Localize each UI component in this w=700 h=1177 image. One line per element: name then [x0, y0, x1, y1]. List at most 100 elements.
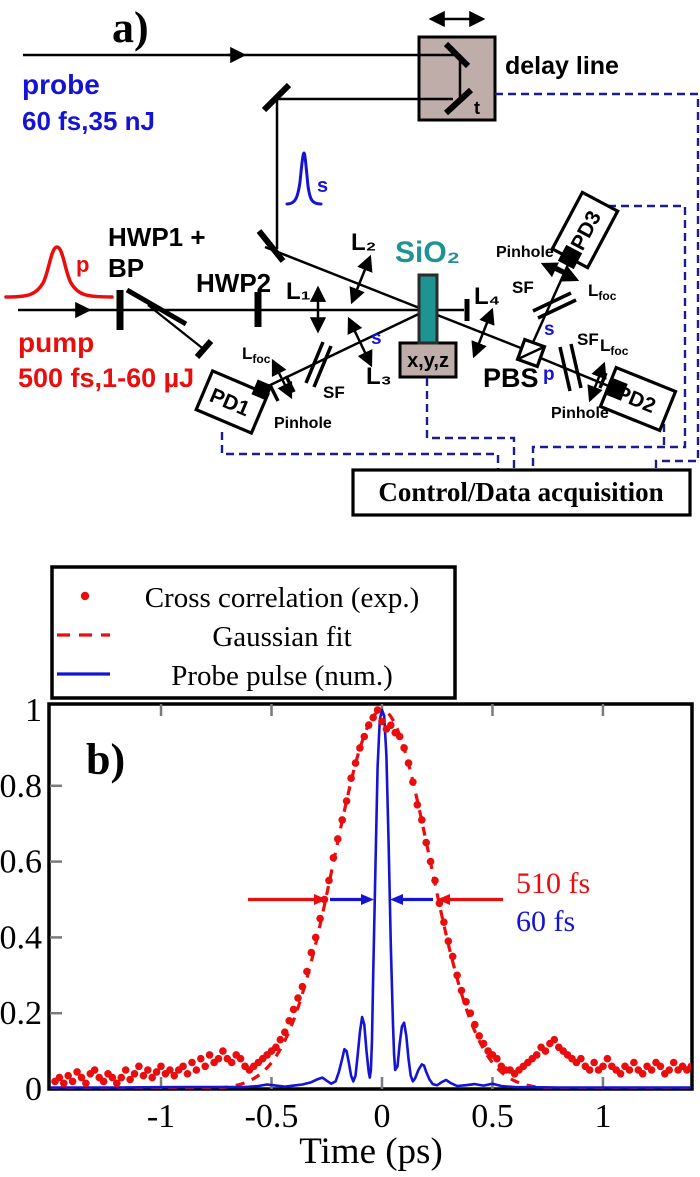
- scatter-point: [316, 914, 324, 923]
- chart-legend: Cross correlation (exp.) Gaussian fit Prob…: [50, 565, 457, 700]
- sf-plates-pd1: [304, 341, 333, 388]
- scatter-point: [364, 721, 373, 729]
- optical-setup-diagram: PD1 PD3 PD2 Control/Data acquisition a) …: [4, 3, 700, 517]
- fwhm-60fs-label: 60 fs: [516, 905, 575, 938]
- scatter-point: [170, 1071, 179, 1080]
- scatter-point: [413, 801, 422, 809]
- scatter-point: [139, 1071, 148, 1080]
- sf-plates-pd2: [558, 343, 583, 392]
- pump-specs-label: 500 fs,1-60 µJ: [18, 363, 194, 393]
- scatter-point: [311, 933, 320, 942]
- legend-label: Gaussian fit: [212, 621, 351, 653]
- scatter-point: [422, 838, 431, 847]
- scatter-point: [400, 744, 408, 752]
- probe-specs-label: 60 fs,35 nJ: [22, 106, 155, 136]
- scatter-point: [329, 854, 338, 862]
- scatter-point: [351, 759, 360, 767]
- fwhm-red-arrowhead-left: [314, 894, 327, 905]
- scatter-point: [219, 1047, 227, 1055]
- scatter-point: [603, 1054, 612, 1063]
- scatter-point: [166, 1066, 174, 1074]
- scatter-point: [303, 967, 311, 976]
- scatter-point: [471, 1020, 479, 1029]
- scatter-point: [289, 1005, 298, 1014]
- scatter-point: [117, 1073, 126, 1082]
- lens-l3-icon: [347, 316, 373, 368]
- scatter-point: [479, 1039, 488, 1048]
- x-tick-label: 0.5: [471, 1098, 514, 1135]
- y-tick-label: 0: [25, 1071, 42, 1108]
- scatter-point: [409, 778, 417, 786]
- lens-l4-icon: [471, 307, 495, 359]
- xyz-stage-box: [398, 341, 458, 379]
- y-tick-label: 0.2: [0, 995, 42, 1032]
- steering-mirror-1-icon: [261, 82, 292, 113]
- pinhole-label-pd2: Pinhole: [551, 405, 609, 422]
- scatter-point: [188, 1058, 196, 1067]
- probe-pulse-icon: [285, 151, 323, 206]
- chart-series: [50, 706, 691, 1089]
- scatter-point: [334, 835, 342, 843]
- panel-b-label: b): [86, 735, 125, 784]
- reflected-beam-dump-icon: [194, 339, 214, 359]
- xyz-stage-label: x,y,z: [407, 350, 449, 372]
- scatter-point: [55, 1073, 64, 1082]
- s-pol-label-1: s: [371, 328, 382, 349]
- scatter-point: [656, 1062, 665, 1071]
- scatter-point: [457, 986, 466, 995]
- scatter-point: [113, 1079, 121, 1088]
- delay-line-label: delay line: [505, 52, 619, 80]
- probe-pulse-tag: s: [317, 175, 328, 197]
- control-wiring-dashed-lines: [220, 92, 700, 470]
- cross-correlation-chart: -1 -0.5 0 0.5 1 0 0.2 0.4 0.6 0.8 1 510 fs 60 fs Cr…: [0, 565, 694, 1172]
- delay-line-box: [417, 35, 497, 122]
- scatter-point: [99, 1077, 108, 1086]
- pbs-label: PBS: [483, 363, 539, 393]
- axis-tick-labels: -1 -0.5 0 0.5 1 0 0.2 0.4 0.6 0.8 1: [0, 692, 611, 1135]
- scatter-point: [183, 1070, 192, 1078]
- legend-label: Probe pulse (num.): [171, 660, 393, 692]
- sio2-sample: [417, 273, 439, 345]
- scatter-point: [294, 994, 302, 1002]
- scatter-point: [192, 1066, 201, 1074]
- lens-l1-label: L₁: [286, 278, 311, 305]
- scatter-point: [77, 1073, 86, 1082]
- scatter-point: [625, 1066, 634, 1074]
- bp-plate-icon: [125, 287, 188, 327]
- x-tick-label: 1: [594, 1098, 611, 1135]
- scatter-point: [590, 1058, 598, 1067]
- hwp2-label: HWP2: [196, 268, 271, 298]
- control-daq-label: Control/Data acquisition: [378, 477, 663, 507]
- scatter-point: [90, 1066, 99, 1074]
- probe-label: probe: [22, 69, 100, 100]
- scatter-point: [272, 1043, 280, 1052]
- fwhm-510fs-label: 510 fs: [516, 867, 590, 900]
- scatter-point: [616, 1070, 625, 1078]
- scatter-point: [373, 706, 382, 714]
- scatter-point: [360, 732, 369, 741]
- bp-reflected-beam: [147, 304, 207, 352]
- scatter-point: [130, 1070, 139, 1078]
- lens-lfoc-pd1-icon: [271, 358, 293, 400]
- scatter-point: [214, 1054, 223, 1063]
- x-tick-label: -0.5: [245, 1098, 299, 1135]
- scatter-point: [82, 1079, 90, 1088]
- scatter-point: [356, 744, 364, 752]
- scatter-point: [227, 1058, 236, 1067]
- fwhm-blue-arrowhead-left: [361, 894, 374, 905]
- scatter-point: [73, 1068, 81, 1076]
- sio2-label: SiO₂: [395, 236, 460, 269]
- scatter-point: [550, 1035, 559, 1044]
- scatter-point: [135, 1062, 143, 1071]
- scatter-point: [466, 1009, 475, 1017]
- scatter-point: [426, 857, 435, 866]
- fwhm-red-arrowhead-right: [437, 894, 450, 905]
- lfoc-label-pd2: Lfoc: [600, 336, 629, 358]
- scatter-point: [440, 918, 448, 926]
- lens-l4-label: L₄: [474, 283, 500, 310]
- scatter-point: [205, 1051, 214, 1059]
- gaussian-fit-curve: [50, 708, 691, 1089]
- pump-label: pump: [18, 327, 94, 358]
